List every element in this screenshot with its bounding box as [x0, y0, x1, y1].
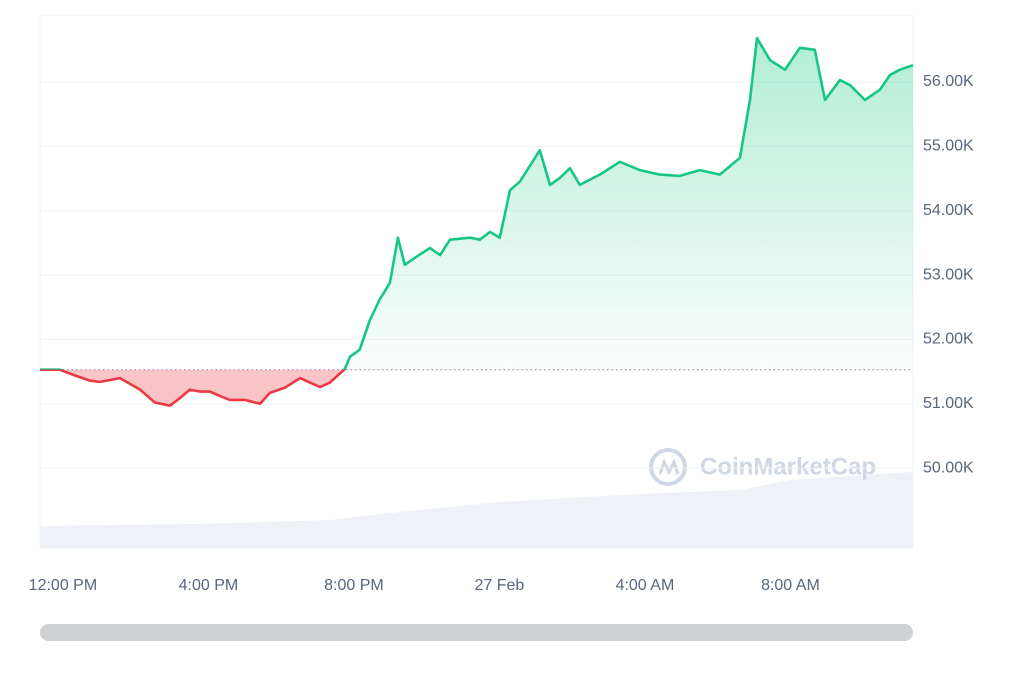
price-line — [40, 36, 914, 407]
y-tick-label: 55.00K — [923, 138, 974, 155]
x-tick-label: 4:00 PM — [179, 577, 239, 594]
y-tick-label: 56.00K — [923, 73, 974, 90]
x-tick-label: 8:00 PM — [324, 577, 384, 594]
x-tick-label: 27 Feb — [475, 577, 525, 594]
y-tick-label: 51.00K — [923, 395, 974, 412]
x-tick-label: 8:00 AM — [761, 577, 820, 594]
watermark-logo-mark — [658, 458, 680, 476]
price-area — [40, 38, 913, 406]
x-tick-label: 4:00 AM — [616, 577, 675, 594]
x-tick-label: 12:00 PM — [29, 577, 97, 594]
y-tick-label: 50.00K — [923, 459, 974, 476]
watermark-logo — [649, 448, 687, 486]
y-tick-label: 54.00K — [923, 202, 974, 219]
scrollbar[interactable] — [40, 624, 913, 641]
y-tick-label: 52.00K — [923, 331, 974, 348]
watermark-text: CoinMarketCap — [700, 453, 876, 480]
y-tick-label: 53.00K — [923, 266, 974, 283]
watermark: CoinMarketCap — [649, 448, 876, 486]
volume-area — [40, 472, 913, 548]
